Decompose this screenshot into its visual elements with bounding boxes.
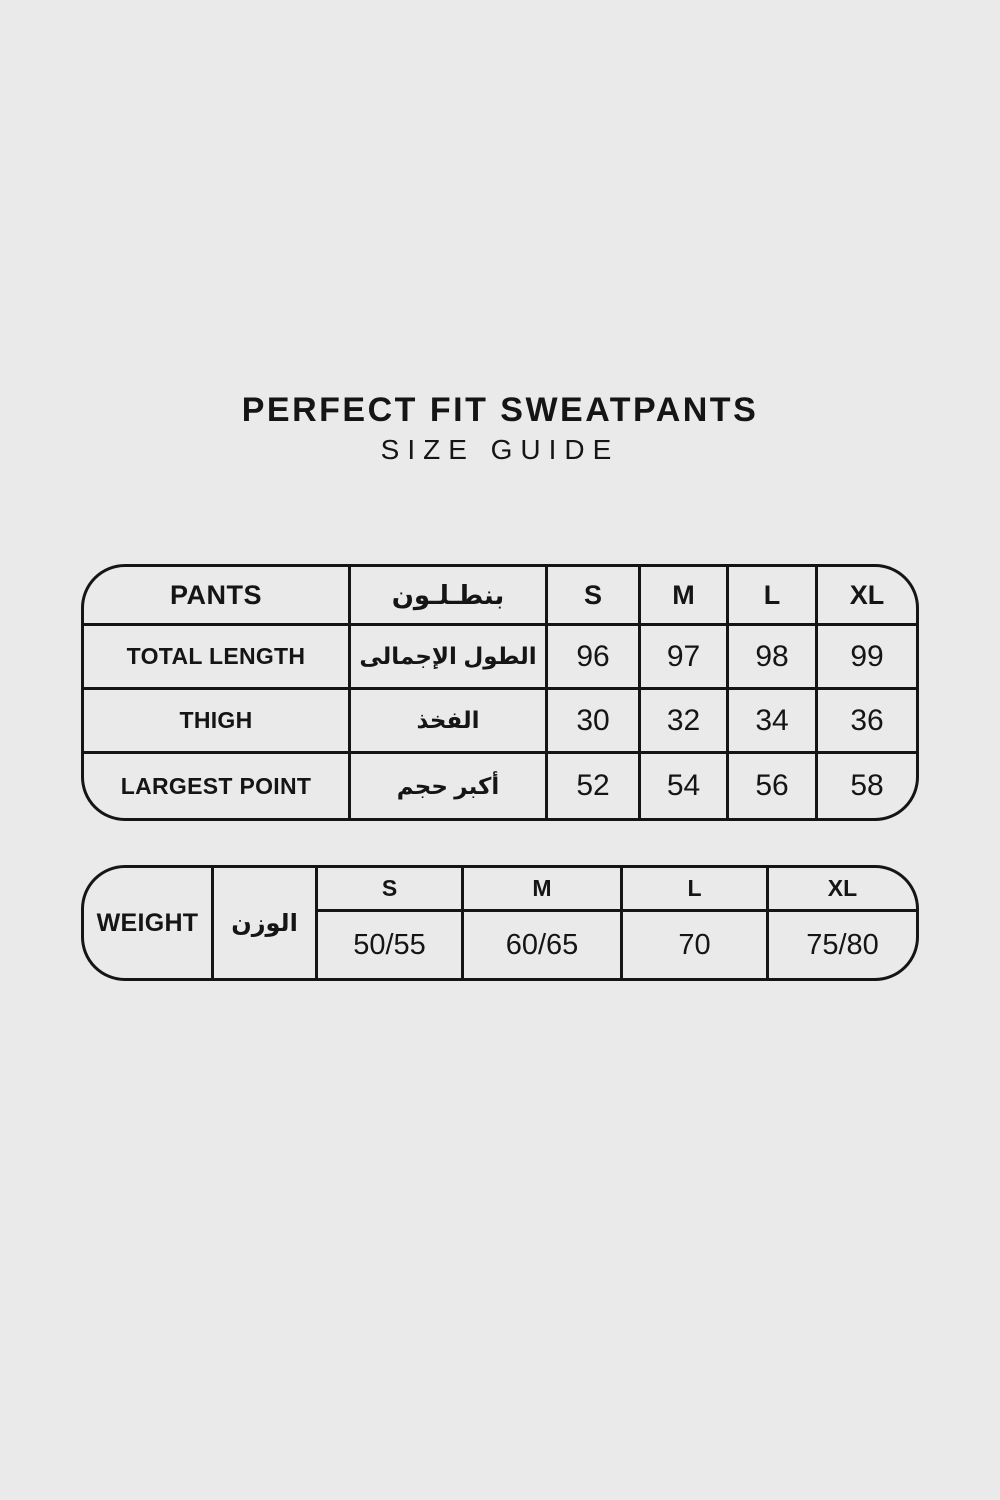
cell-value: 50/55: [318, 912, 464, 978]
cell-value: 98: [729, 626, 818, 690]
cell-value: 58: [850, 769, 884, 802]
weight-header-m: M: [464, 868, 623, 912]
cell-value: 75/80: [806, 928, 879, 961]
cell-value: 56: [729, 754, 818, 818]
weight-label-en: WEIGHT: [84, 868, 214, 978]
cell-value: 99: [818, 626, 916, 690]
cell-value: 60/65: [464, 912, 623, 978]
size-header-l: L: [729, 567, 818, 626]
row-label-en: TOTAL LENGTH: [84, 626, 351, 690]
weight-header-s: S: [318, 868, 464, 912]
size-table-header-ar: بنطـلـون: [351, 567, 548, 626]
row-label-en: THIGH: [84, 690, 351, 754]
size-header-m: M: [641, 567, 729, 626]
size-header-s: S: [548, 567, 641, 626]
weight-table-header-row: WEIGHT الوزن S M L XL: [84, 868, 916, 978]
row-label-ar: أكبر حجم: [351, 754, 548, 818]
page-title: PERFECT FIT SWEATPANTS: [241, 391, 759, 429]
weight-values-row: 50/55 60/65 70 75/80: [84, 912, 916, 978]
weight-header-l: L: [623, 868, 769, 912]
weight-table: WEIGHT الوزن S M L XL 50/55 60/65 70 75/…: [81, 865, 919, 981]
page-subtitle: SIZE GUIDE: [380, 434, 620, 465]
table-row-thigh: THIGH الفخذ 30 32 34 36: [84, 690, 916, 754]
size-table: PANTS بنطـلـون S M L XL TOTAL LENGTH الط…: [81, 564, 919, 821]
cell-value: 30: [548, 690, 641, 754]
table-row-largest-point: LARGEST POINT أكبر حجم 52 54 56 58: [84, 754, 916, 818]
weight-label-ar: الوزن: [214, 868, 318, 978]
table-row-total-length: TOTAL LENGTH الطول الإجمالى 96 97 98 99: [84, 626, 916, 690]
cell-value: 96: [548, 626, 641, 690]
cell-value: 52: [548, 754, 641, 818]
row-label-ar: الطول الإجمالى: [351, 626, 548, 690]
cell-value: 97: [641, 626, 729, 690]
size-table-header-en: PANTS: [84, 567, 351, 626]
weight-header-xl: XL: [769, 868, 916, 912]
cell-value: 36: [818, 690, 916, 754]
page-header: PERFECT FIT SWEATPANTS SIZE GUIDE: [0, 0, 1000, 465]
cell-value: 54: [641, 754, 729, 818]
row-label-ar: الفخذ: [351, 690, 548, 754]
row-label-en: LARGEST POINT: [84, 754, 351, 818]
cell-value: 34: [729, 690, 818, 754]
cell-value: 70: [623, 912, 769, 978]
size-header-xl: XL: [818, 567, 916, 626]
cell-value: 32: [641, 690, 729, 754]
size-table-header-row: PANTS بنطـلـون S M L XL: [84, 567, 916, 626]
